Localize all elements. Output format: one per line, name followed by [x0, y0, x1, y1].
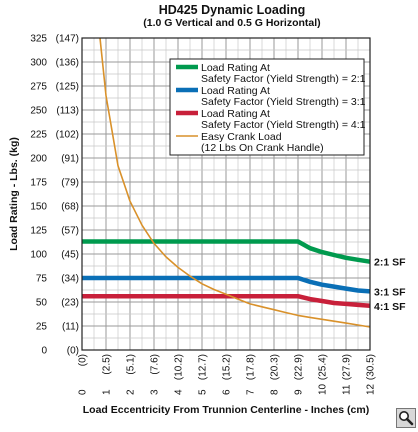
- y-tick-sublabel: (34): [61, 274, 79, 285]
- legend-box: [169, 58, 365, 156]
- x-tick-label: 6: [222, 389, 233, 395]
- x-tick-sublabel: (20.3): [270, 354, 281, 380]
- y-tick-sublabel: (113): [56, 106, 79, 117]
- x-tick-sublabel: (22.9): [294, 354, 305, 380]
- series-line: [99, 37, 371, 328]
- y-tick-sublabel: (68): [61, 202, 79, 213]
- y-tick-sublabel: (102): [56, 130, 79, 141]
- x-tick-label: 12: [366, 383, 377, 395]
- y-tick-label: 0: [41, 346, 47, 357]
- x-tick-label: 7: [246, 389, 257, 395]
- y-tick-label: 25: [36, 322, 48, 333]
- x-tick-label: 5: [198, 389, 209, 395]
- x-tick-sublabel: (15.2): [222, 354, 233, 380]
- legend-label: Load Rating At: [201, 62, 270, 74]
- x-tick-sublabel: (0): [78, 354, 89, 366]
- x-tick-sublabel: (10.2): [174, 354, 185, 380]
- legend-label: Load Rating At: [201, 108, 270, 120]
- y-axis-label: Load Rating - Lbs. (kg): [8, 137, 20, 251]
- chart-subtitle: (1.0 G Vertical and 0.5 G Horizontal): [143, 17, 320, 29]
- legend-label: Safety Factor (Yield Strength) = 3:1: [201, 96, 366, 108]
- y-tick-sublabel: (125): [56, 82, 79, 93]
- y-tick-label: 325: [30, 34, 47, 45]
- x-tick-sublabel: (2.5): [102, 354, 113, 375]
- y-tick-sublabel: (136): [56, 58, 79, 69]
- x-tick-sublabel: (7.6): [150, 354, 161, 375]
- x-tick-sublabel: (17.8): [246, 354, 257, 380]
- series-end-label: 3:1 SF: [374, 286, 406, 298]
- x-tick-sublabel: (27.9): [342, 354, 353, 380]
- zoom-button[interactable]: [396, 408, 416, 428]
- series-line: [82, 275, 371, 294]
- x-tick-label: 4: [174, 389, 185, 395]
- y-tick-sublabel: (79): [61, 178, 79, 189]
- x-tick-sublabel: (12.7): [198, 354, 209, 380]
- x-tick-label: 3: [150, 389, 161, 395]
- y-tick-label: 100: [30, 250, 47, 261]
- series: [82, 37, 371, 328]
- series-line: [82, 239, 371, 264]
- x-tick-sublabel: (30.5): [366, 354, 377, 380]
- y-tick-sublabel: (91): [61, 154, 79, 165]
- y-tick-label: 50: [36, 298, 48, 309]
- series-end-label: 2:1 SF: [374, 257, 406, 269]
- legend-label: Safety Factor (Yield Strength) = 4:1: [201, 119, 366, 131]
- y-tick-label: 250: [30, 106, 47, 117]
- legend-label: Safety Factor (Yield Strength) = 2:1: [201, 73, 366, 85]
- y-tick-sublabel: (11): [62, 322, 79, 333]
- x-tick-label: 10: [318, 383, 329, 395]
- y-tick-label: 125: [30, 226, 47, 237]
- x-tick-label: 11: [342, 384, 353, 395]
- legend-label: (12 Lbs On Crank Handle): [201, 142, 324, 154]
- series-line: [82, 293, 371, 309]
- series-end-labels: 2:1 SF 3:1 SF 4:1 SF: [374, 257, 406, 313]
- legend-label: Load Rating At: [201, 85, 270, 97]
- y-tick-sublabel: (0): [67, 346, 79, 357]
- y-tick-sublabel: (57): [61, 226, 79, 237]
- y-tick-sublabel: (147): [56, 34, 79, 45]
- y-tick-label: 225: [30, 130, 47, 141]
- y-tick-sublabel: (23): [61, 298, 79, 309]
- series-end-label: 4:1 SF: [374, 301, 406, 313]
- y-tick-label: 200: [30, 154, 47, 165]
- x-tick-label: 0: [78, 389, 89, 395]
- axis-ticks: 0 (0)25 (11)50 (23)75 (34)100 (45)125 (57)150(…: [30, 34, 376, 396]
- legend-label: Easy Crank Load: [201, 131, 282, 143]
- y-tick-label: 75: [36, 274, 48, 285]
- plot-frame: [81, 37, 371, 351]
- x-tick-sublabel: (5.1): [126, 354, 137, 375]
- chart-title: HD425 Dynamic Loading: [159, 3, 306, 17]
- magnifier-icon: [399, 411, 414, 426]
- y-tick-label: 275: [30, 82, 47, 93]
- y-tick-label: 300: [30, 58, 47, 69]
- y-tick-label: 150: [30, 202, 47, 213]
- x-tick-label: 2: [126, 389, 137, 395]
- y-tick-sublabel: (45): [61, 250, 79, 261]
- x-tick-sublabel: (25.4): [318, 354, 329, 380]
- x-tick-label: 9: [294, 389, 305, 395]
- y-tick-label: 175: [30, 178, 47, 189]
- x-tick-label: 1: [102, 389, 113, 395]
- x-axis-label: Load Eccentricity From Trunnion Centerli…: [83, 404, 369, 416]
- x-tick-label: 8: [270, 389, 281, 395]
